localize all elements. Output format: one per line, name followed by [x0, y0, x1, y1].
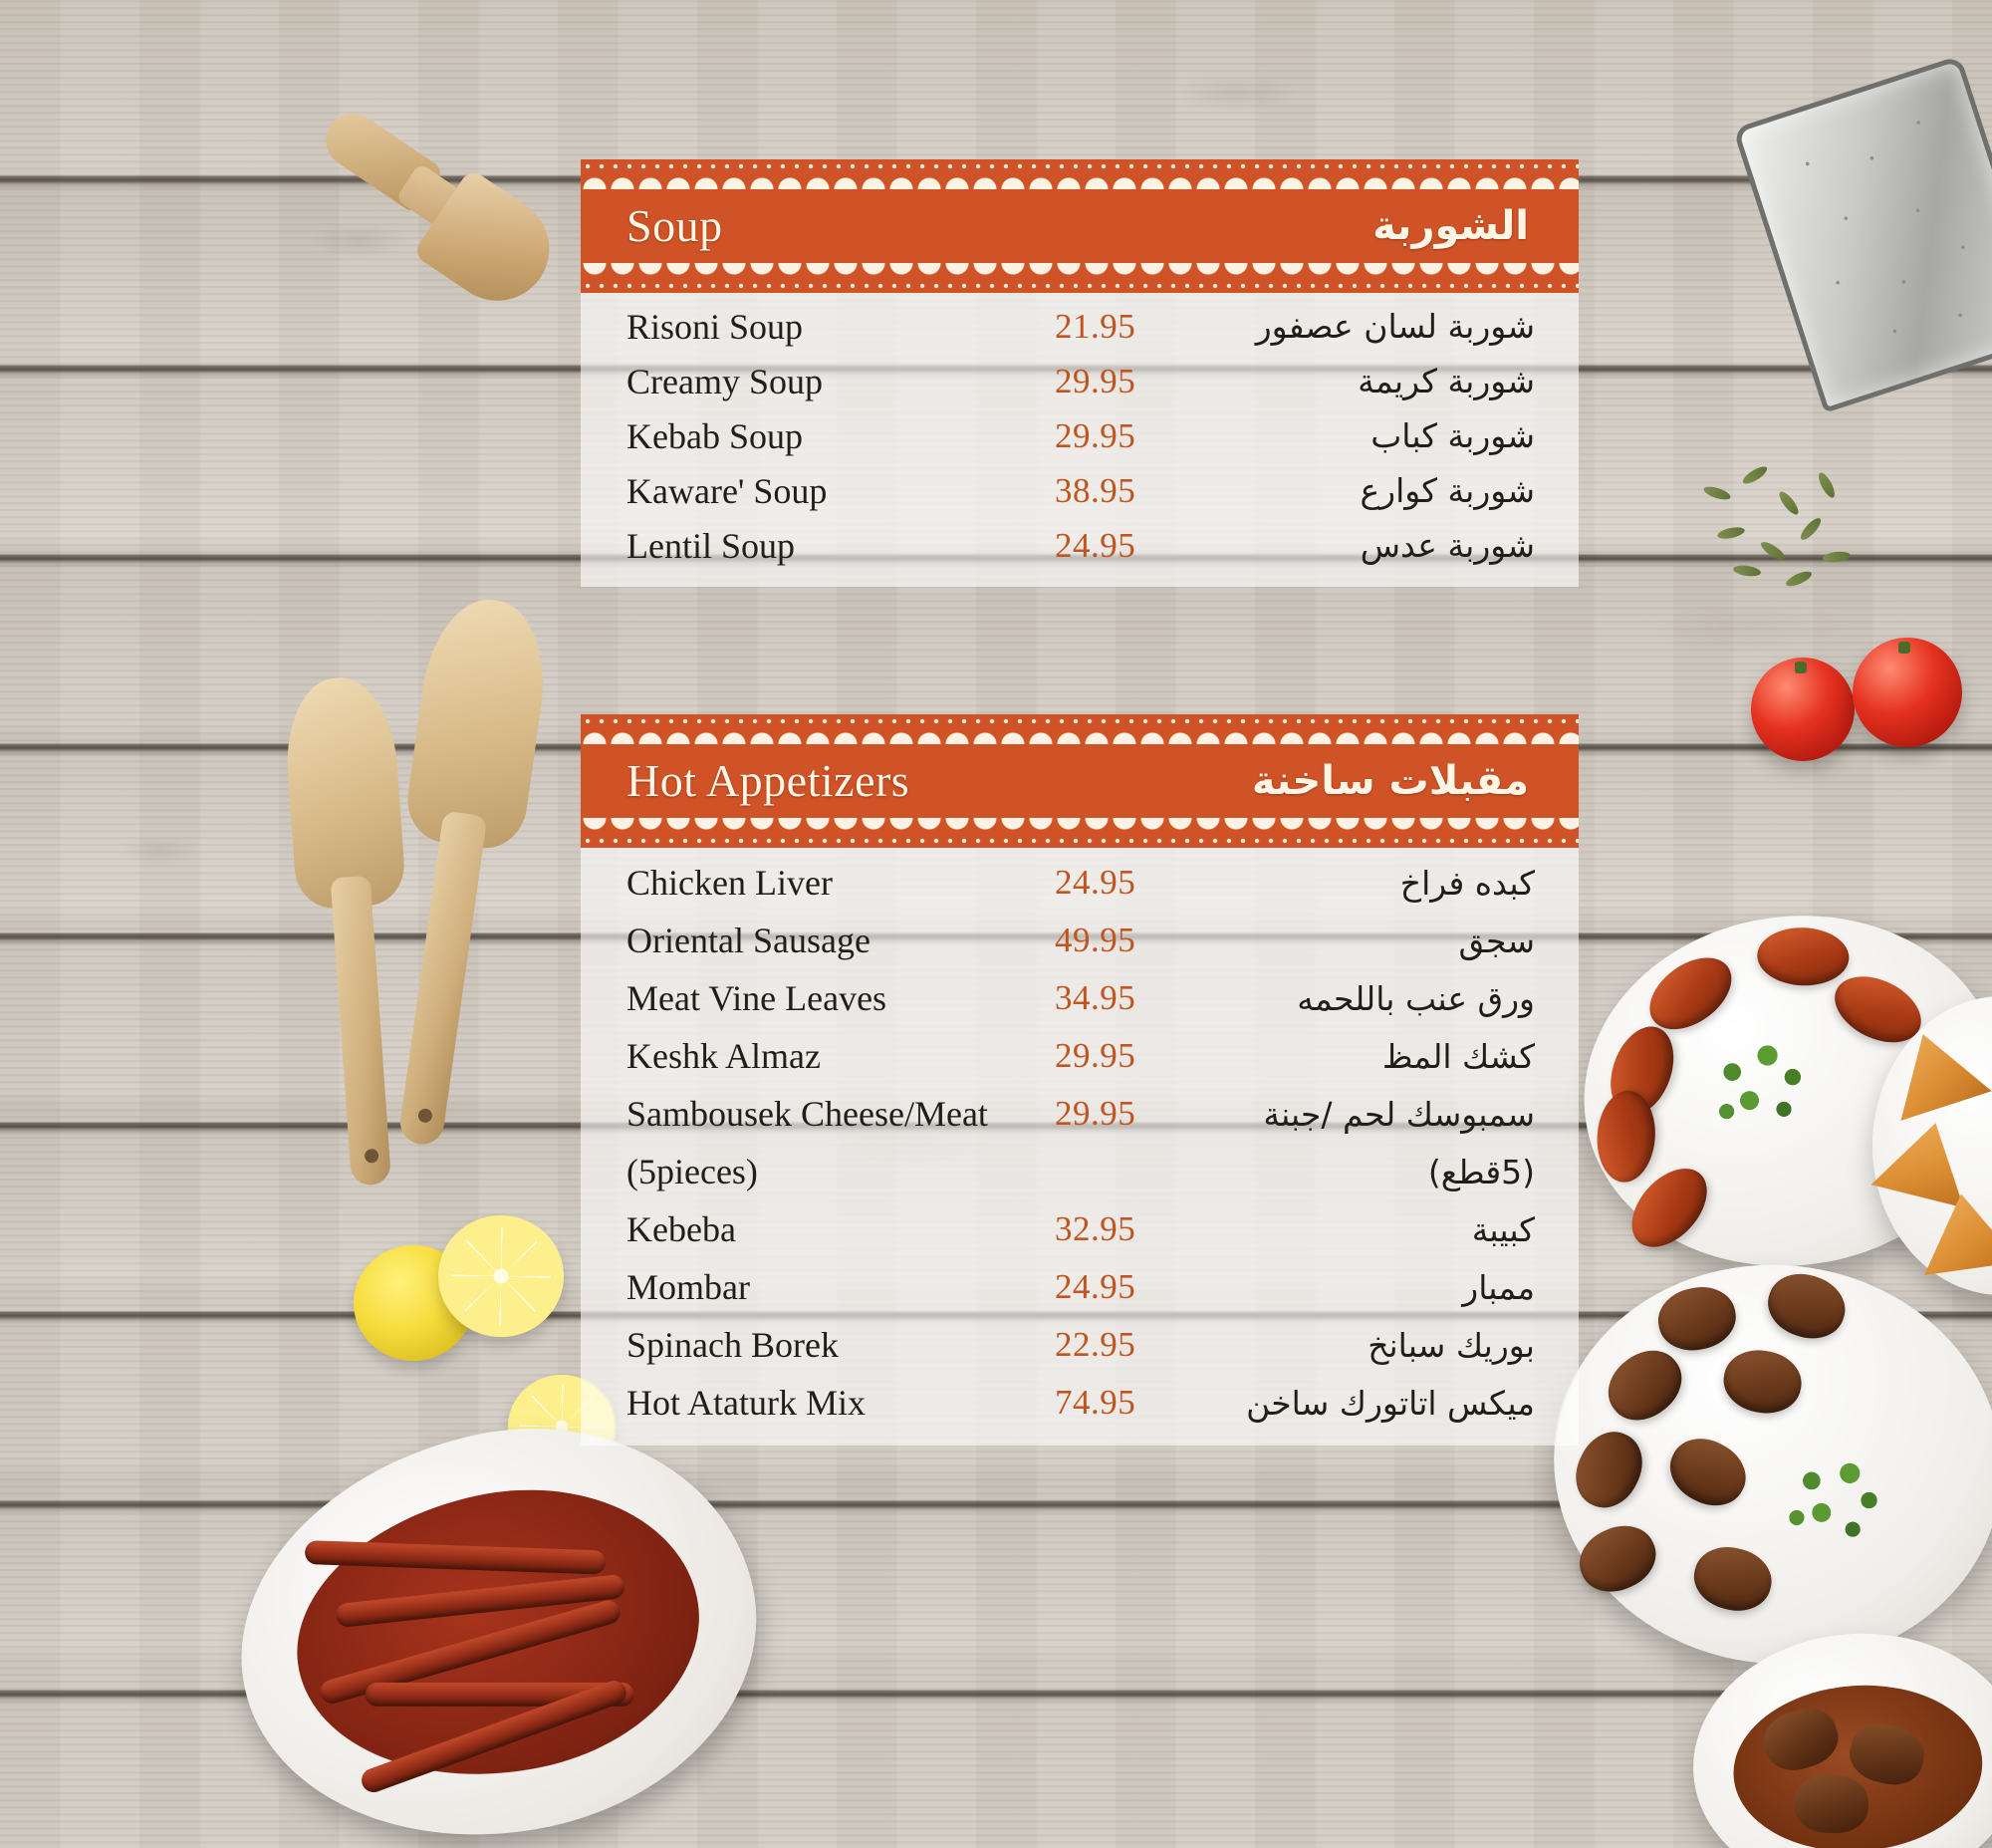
kofta-plate-image [1534, 1242, 1992, 1687]
item-name-ar: كشك المظ [1381, 1036, 1535, 1076]
menu-section-soup: Soup الشوربة Risoni Soup 21.95 شوربة لسا… [581, 159, 1579, 587]
lemon-slice-image [438, 1215, 564, 1337]
item-name-ar: سجق [1458, 921, 1535, 960]
item-price: 34.95 [1055, 978, 1136, 1017]
menu-item-row[interactable]: Keshk Almaz 29.95 كشك المظ [581, 1027, 1579, 1085]
item-price: 49.95 [1055, 921, 1136, 959]
item-name-ar: ورق عنب باللحمه [1297, 978, 1535, 1018]
item-price: 74.95 [1055, 1383, 1136, 1422]
item-name-en: (5pieces) [626, 1152, 758, 1191]
menu-item-list-hot-appetizers: Chicken Liver 24.95 كبده فراخ Oriental S… [581, 848, 1579, 1446]
item-name-ar: كبده فراخ [1399, 863, 1535, 903]
item-price: 29.95 [1055, 361, 1136, 400]
tomato-image [1751, 658, 1855, 761]
menu-item-row[interactable]: Oriental Sausage 49.95 سجق [581, 912, 1579, 969]
item-price: 29.95 [1055, 415, 1136, 455]
parsley-garnish [1778, 1450, 1898, 1557]
item-name-ar: شوربة عدس [1360, 526, 1535, 565]
section-header-soup: Soup الشوربة [581, 189, 1579, 263]
item-price: 29.95 [1055, 1094, 1136, 1133]
spatula-blade [281, 673, 407, 911]
item-name-en: Kaware' Soup [626, 470, 828, 511]
section-title-en: Soup [626, 200, 723, 251]
tomato-image [1853, 638, 1962, 747]
item-price: 38.95 [1055, 470, 1136, 510]
item-name-ar: سمبوسك لحم /جبنة [1263, 1094, 1535, 1134]
menu-item-row[interactable]: Spinach Borek 22.95 بوريك سبانخ [581, 1316, 1579, 1374]
item-name-ar: (5قطع) [1427, 1152, 1535, 1191]
item-name-en: Oriental Sausage [626, 921, 871, 960]
item-name-en: Meat Vine Leaves [626, 978, 887, 1018]
item-name-ar: شوربة كوارع [1360, 471, 1535, 510]
ornamental-border-top [581, 159, 1579, 189]
item-name-en: Kebeba [626, 1209, 736, 1249]
item-name-en: Creamy Soup [626, 361, 823, 401]
ornamental-border-top [581, 714, 1579, 744]
ornamental-border-bottom [581, 818, 1579, 848]
menu-item-row[interactable]: Risoni Soup 21.95 شوربة لسان عصفور [581, 299, 1579, 354]
menu-item-row[interactable]: Meat Vine Leaves 34.95 ورق عنب باللحمه [581, 969, 1579, 1027]
menu-item-list-soup: Risoni Soup 21.95 شوربة لسان عصفور Cream… [581, 293, 1579, 587]
item-name-ar: بوريك سبانخ [1368, 1325, 1535, 1365]
item-name-ar: ممبار [1462, 1267, 1535, 1307]
item-price: 32.95 [1055, 1209, 1136, 1248]
item-name-en: Lentil Soup [626, 525, 795, 566]
item-name-ar: كبيبة [1471, 1209, 1535, 1249]
parsley-garnish [1702, 1031, 1825, 1143]
menu-item-row-continuation[interactable]: (5pieces) (5قطع) [581, 1143, 1579, 1200]
section-title-ar: الشوربة [1372, 203, 1529, 249]
spatula-handle [330, 875, 391, 1187]
item-name-en: Keshk Almaz [626, 1036, 821, 1076]
item-price: 21.95 [1055, 306, 1136, 346]
menu-item-row[interactable]: Sambousek Cheese/Meat 29.95 سمبوسك لحم /… [581, 1085, 1579, 1143]
menu-item-row[interactable]: Kebab Soup 29.95 شوربة كباب [581, 408, 1579, 463]
menu-item-row[interactable]: Lentil Soup 24.95 شوربة عدس [581, 518, 1579, 573]
item-price: 22.95 [1055, 1325, 1136, 1364]
menu-item-row[interactable]: Chicken Liver 24.95 كبده فراخ [581, 854, 1579, 912]
item-price: 24.95 [1055, 1267, 1136, 1306]
menu-item-row[interactable]: Kaware' Soup 38.95 شوربة كوارع [581, 463, 1579, 518]
item-price: 29.95 [1055, 1036, 1136, 1075]
section-title-ar: مقبلات ساخنة [1251, 758, 1529, 804]
section-header-hot-appetizers: Hot Appetizers مقبلات ساخنة [581, 744, 1579, 818]
menu-item-row[interactable]: Mombar 24.95 ممبار [581, 1258, 1579, 1316]
item-name-en: Kebab Soup [626, 415, 803, 456]
herb-bunch-image [1693, 458, 1872, 618]
samosa-plate-image [1872, 996, 1992, 1295]
section-title-en: Hot Appetizers [626, 755, 910, 806]
item-name-ar: ميكس اتاتورك ساخن [1246, 1383, 1535, 1423]
item-name-ar: شوربة كريمة [1358, 362, 1535, 400]
item-name-en: Hot Ataturk Mix [626, 1383, 866, 1423]
item-name-en: Chicken Liver [626, 863, 833, 903]
item-name-ar: شوربة كباب [1370, 416, 1535, 455]
menu-item-row[interactable]: Kebeba 32.95 كبيبة [581, 1200, 1579, 1258]
item-name-ar: شوربة لسان عصفور [1255, 307, 1535, 346]
menu-item-row[interactable]: Hot Ataturk Mix 74.95 ميكس اتاتورك ساخن [581, 1374, 1579, 1432]
stew-plate-image [1684, 1622, 1992, 1848]
menu-section-hot-appetizers: Hot Appetizers مقبلات ساخنة Chicken Live… [581, 714, 1579, 1446]
item-name-en: Spinach Borek [626, 1325, 839, 1365]
menu-item-row[interactable]: Creamy Soup 29.95 شوربة كريمة [581, 354, 1579, 408]
item-price: 24.95 [1055, 863, 1136, 902]
item-name-en: Sambousek Cheese/Meat [626, 1094, 988, 1134]
item-name-en: Mombar [626, 1267, 750, 1307]
ornamental-border-bottom [581, 263, 1579, 293]
item-name-en: Risoni Soup [626, 306, 804, 347]
item-price: 24.95 [1055, 525, 1136, 565]
